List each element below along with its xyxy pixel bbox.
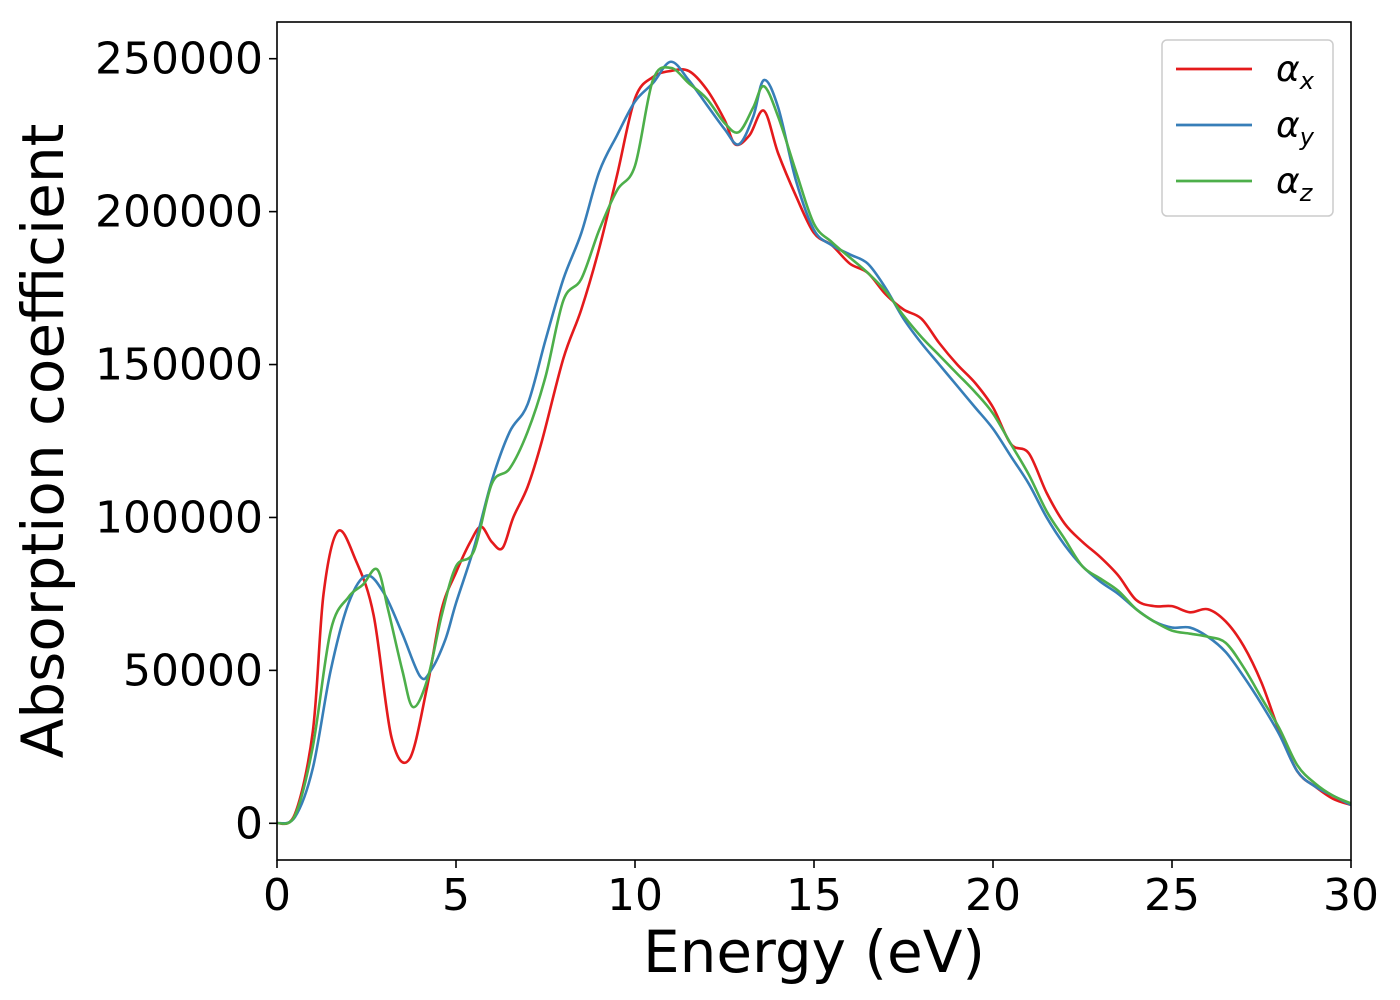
y-tick-label: 250000 xyxy=(95,34,263,85)
series-layer xyxy=(277,60,1351,826)
tick-layer: 0 5 10 15 20 25 30 0 50000 100000 150000 200000 2500… xyxy=(95,34,1379,921)
x-tick-label: 5 xyxy=(442,870,470,921)
x-tick-label: 30 xyxy=(1323,870,1379,921)
y-tick-label: 200000 xyxy=(95,187,263,238)
x-axis-title: Energy (eV) xyxy=(643,918,985,986)
series-line-z xyxy=(277,65,1351,826)
y-tick-label: 100000 xyxy=(95,492,263,543)
y-tick-label: 50000 xyxy=(123,645,263,696)
x-tick-label: 15 xyxy=(786,870,842,921)
legend-box xyxy=(1161,39,1334,217)
y-tick-label: 0 xyxy=(235,798,263,849)
x-tick-label: 25 xyxy=(1144,870,1200,921)
x-tick-label: 20 xyxy=(965,870,1021,921)
y-axis-title: Absorption coefficient xyxy=(9,124,77,759)
y-tick-label: 150000 xyxy=(95,340,263,391)
x-tick-label: 10 xyxy=(607,870,663,921)
series-line-y xyxy=(277,60,1351,825)
x-tick-label: 0 xyxy=(263,870,291,921)
legend-label-x: αx xyxy=(1276,49,1315,95)
